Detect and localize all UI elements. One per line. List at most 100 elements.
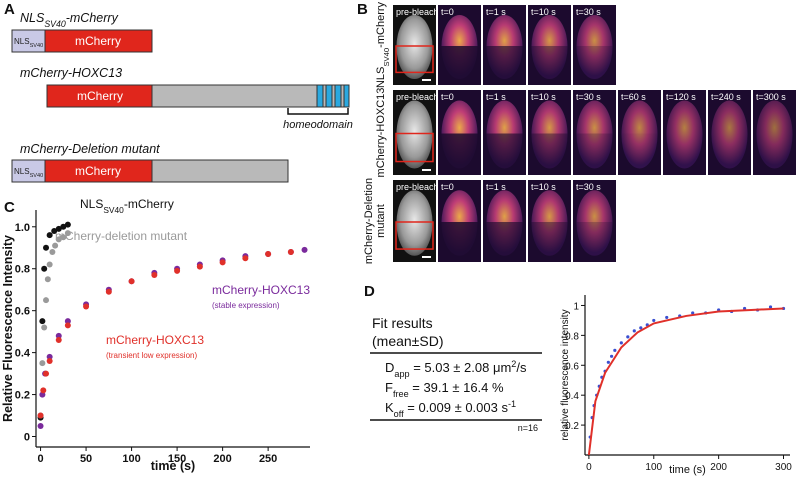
text-segment: -mCherry <box>66 11 119 25</box>
text-segment: -mCherry <box>375 1 387 47</box>
image-frame: t=120 s <box>663 90 706 175</box>
data-point <box>46 353 53 360</box>
data-point <box>46 358 53 365</box>
data-point <box>151 272 158 279</box>
data-point <box>44 276 51 283</box>
data-point <box>64 221 71 228</box>
frame-label: t=240 s <box>711 92 741 102</box>
data-point <box>43 370 50 377</box>
bleached-zone <box>573 46 616 85</box>
nucleus <box>531 100 568 169</box>
data-point <box>301 246 308 253</box>
y-tick-label: 0.6 <box>15 306 30 318</box>
homeodomain-block <box>316 84 324 108</box>
panel-label: D <box>364 283 375 300</box>
data-point <box>64 322 71 329</box>
frame-label: t=30 s <box>576 182 601 192</box>
text-segment: mCherry-HOXC13 <box>212 283 310 297</box>
image-frame: t=240 s <box>708 90 751 175</box>
series-label: mCherry-deletion mutant <box>55 229 188 243</box>
domain-label: NLSSV40 <box>14 167 43 179</box>
row-label: mCherry-HOXC13 <box>375 88 387 178</box>
data-point <box>46 232 53 239</box>
data-point <box>105 288 112 295</box>
bracket <box>287 108 349 115</box>
y-tick-label: 0.4 <box>565 391 579 402</box>
text-segment: mCherry-deletion mutant <box>55 229 188 243</box>
nucleus <box>396 15 433 79</box>
nucleus <box>396 100 433 169</box>
text-segment: free <box>393 389 409 399</box>
data-point <box>43 297 50 304</box>
text-segment: NLS <box>14 167 30 176</box>
data-point <box>39 360 46 367</box>
data-point <box>652 318 656 323</box>
text-segment: SV40 <box>44 19 66 29</box>
image-frame: t=1 s <box>483 5 526 85</box>
frame-label: t=30 s <box>576 92 601 102</box>
text-segment: D <box>385 360 394 375</box>
data-point <box>51 227 58 234</box>
frame-label: t=0 <box>441 92 454 102</box>
domain-label: mCherry <box>75 164 121 178</box>
image-frame: t=60 s <box>618 90 661 175</box>
frame-label: t=0 <box>441 182 454 192</box>
data-point <box>287 248 294 255</box>
text-segment: NLS <box>80 197 103 211</box>
text-segment: mCherry-Deletion mutant <box>20 142 160 156</box>
text-segment: mCherry-HOXC13 <box>375 88 387 178</box>
x-tick-label: 50 <box>80 453 92 465</box>
image-frame: t=10 s <box>528 180 571 262</box>
nucleus <box>666 100 703 169</box>
fit-row: Ffree = 39.1 ± 16.4 % <box>385 380 504 399</box>
series-label: mCherry-HOXC13 <box>106 333 204 347</box>
domain-label: mCherry <box>75 34 121 48</box>
text-segment: mCherry <box>75 164 121 178</box>
construct-title: mCherry-Deletion mutant <box>20 142 160 156</box>
bleached-zone <box>528 46 571 85</box>
data-point <box>37 423 44 430</box>
data-point <box>43 244 50 251</box>
y-axis-label: relative fluorescence intensity <box>560 309 571 440</box>
bleached-zone <box>483 133 526 175</box>
data-point <box>55 332 62 339</box>
data-point <box>83 303 90 310</box>
data-point <box>639 326 643 330</box>
series-note: (stable expression) <box>212 301 280 310</box>
image-frame: t=0 <box>438 180 481 262</box>
data-point <box>60 223 67 230</box>
text-segment: K <box>385 400 394 415</box>
data-point <box>242 255 249 262</box>
text-segment: mCherry-HOXC13 <box>20 66 122 80</box>
data-point <box>219 259 226 266</box>
bleached-zone <box>438 46 481 85</box>
data-point <box>49 248 56 255</box>
fit-row: Koff = 0.009 ± 0.003 s-1 <box>385 399 516 419</box>
data-point <box>46 261 53 268</box>
bleached-zone <box>483 222 526 262</box>
data-point <box>64 318 71 325</box>
frame-label: t=60 s <box>621 92 646 102</box>
image-frame: t=30 s <box>573 180 616 262</box>
nucleus <box>396 190 433 256</box>
text-segment: /s <box>516 360 527 375</box>
bleach-roi <box>395 45 434 74</box>
annotation: homeodomain <box>283 119 353 131</box>
truncated-body <box>151 159 289 183</box>
data-point <box>768 305 773 309</box>
text-segment: NLS <box>14 37 30 46</box>
image-frame: t=10 s <box>528 5 571 85</box>
panel-label: C <box>4 199 15 216</box>
data-point <box>41 265 48 272</box>
text-segment: 2 <box>511 359 516 369</box>
data-point <box>40 387 47 394</box>
x-tick-label: 200 <box>213 453 231 465</box>
image-frame: t=10 s <box>528 90 571 175</box>
text-segment: SV40 <box>382 48 391 67</box>
text-segment: SV40 <box>30 43 44 49</box>
row-label: mutant <box>375 204 387 238</box>
bleach-roi <box>395 132 434 163</box>
y-tick-label: 0.4 <box>15 348 31 360</box>
frame-label: t=30 s <box>576 7 601 17</box>
bleached-zone <box>573 133 616 175</box>
